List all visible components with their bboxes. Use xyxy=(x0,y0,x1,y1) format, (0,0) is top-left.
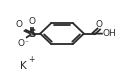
Text: O: O xyxy=(95,20,102,29)
Text: S: S xyxy=(28,29,35,39)
Text: O: O xyxy=(17,39,24,48)
Text: OH: OH xyxy=(102,29,116,38)
Text: ⁻: ⁻ xyxy=(25,39,29,48)
Text: O: O xyxy=(28,17,35,26)
Text: +: + xyxy=(28,55,35,64)
Text: O: O xyxy=(15,20,22,29)
Text: K: K xyxy=(20,61,27,71)
